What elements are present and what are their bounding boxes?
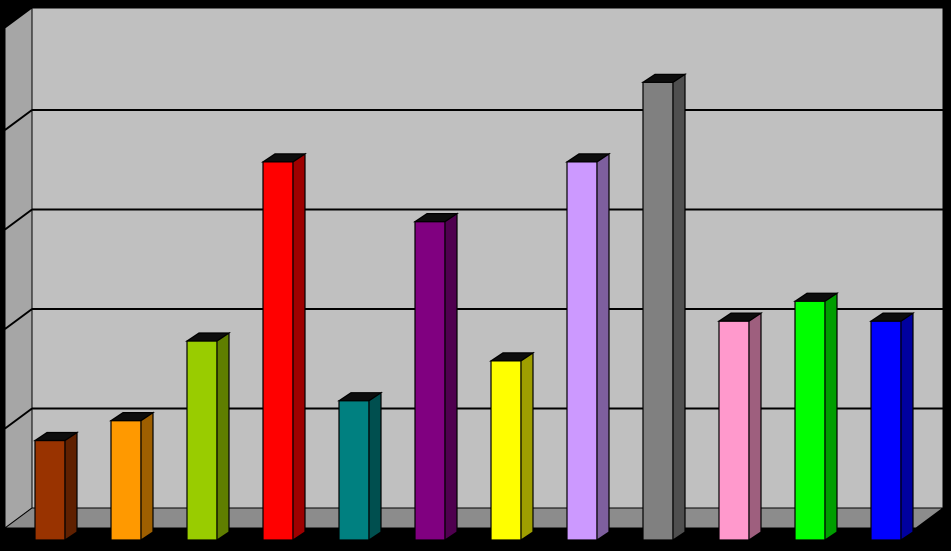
bar-side xyxy=(672,73,686,542)
bar xyxy=(109,411,155,542)
bar xyxy=(793,292,839,542)
bar-side xyxy=(900,311,914,542)
bar-top xyxy=(413,213,459,223)
floor xyxy=(3,507,945,529)
bar-top xyxy=(337,392,383,402)
bar-side xyxy=(292,152,306,542)
bar-top xyxy=(261,153,307,163)
bar-front xyxy=(186,340,218,541)
bar-front xyxy=(338,400,370,541)
bar xyxy=(261,152,307,542)
bar-front xyxy=(566,161,598,541)
bar-front xyxy=(642,81,674,541)
bar-side xyxy=(216,331,230,542)
bar-top xyxy=(793,292,839,302)
bar-top xyxy=(641,73,687,83)
bar-top xyxy=(565,153,611,163)
bar xyxy=(185,331,231,542)
bar-side xyxy=(140,411,154,542)
bar-top xyxy=(717,312,763,322)
bar xyxy=(33,431,79,542)
gridlines xyxy=(4,109,943,430)
bar-side xyxy=(596,152,610,542)
side-wall xyxy=(4,7,33,529)
bar-side xyxy=(368,391,382,542)
bar-front xyxy=(414,221,446,541)
gridline xyxy=(4,208,943,231)
gridline xyxy=(4,308,943,330)
bar-front xyxy=(262,161,294,541)
bar-top xyxy=(489,352,535,362)
bar xyxy=(565,152,611,542)
bar xyxy=(337,391,383,542)
gridline xyxy=(4,407,943,430)
bar xyxy=(489,351,535,542)
bar-top xyxy=(33,431,79,442)
bar-top xyxy=(869,312,915,322)
chart-walls xyxy=(3,7,945,529)
bar xyxy=(413,212,459,542)
bar-front xyxy=(870,320,902,541)
bar-side xyxy=(444,212,458,542)
bar-side xyxy=(64,431,78,542)
bar-top xyxy=(185,332,231,342)
bar-top xyxy=(109,412,155,422)
bar-front xyxy=(490,360,522,541)
bar-side xyxy=(824,292,838,542)
bar-front xyxy=(718,320,750,541)
bar-front xyxy=(34,439,66,541)
bar xyxy=(641,73,687,542)
bar xyxy=(869,311,915,542)
bars xyxy=(33,73,915,542)
bar-front xyxy=(794,300,826,541)
bar-side xyxy=(748,311,762,542)
bar-side xyxy=(520,351,534,542)
bar-front xyxy=(110,420,142,541)
bar xyxy=(717,311,763,542)
gridline xyxy=(4,109,943,131)
